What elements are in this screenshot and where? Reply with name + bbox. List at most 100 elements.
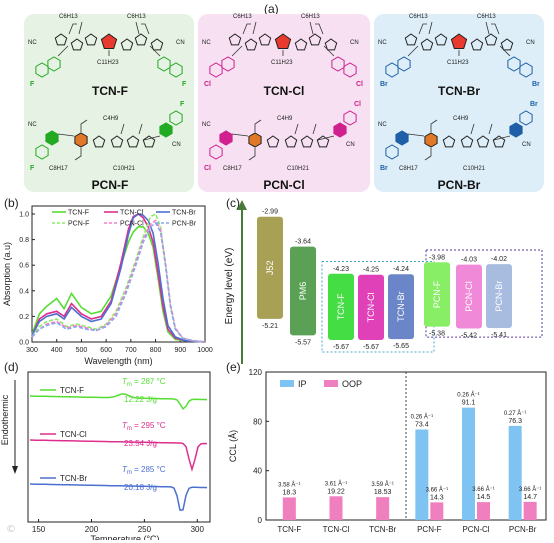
- energy-level-diagram: Energy level (eV) J52 -2.99 -5.21 PM6 -3.64 -5…: [224, 200, 543, 364]
- energy-bar-label: PCN-F: [432, 280, 442, 308]
- cyano-label: CN: [522, 142, 531, 148]
- end-group-ring-icon: [35, 62, 49, 78]
- melting-temp-label: Tm = 285 °C: [122, 465, 166, 476]
- end-group-ring-icon: [395, 130, 409, 146]
- thiophene-ring-icon: [134, 33, 148, 46]
- end-group-ring-icon: [209, 62, 223, 78]
- y-tick-label: 120: [249, 368, 263, 377]
- y-tick-label: 80: [253, 417, 262, 426]
- cyano-label: NC: [28, 40, 37, 46]
- d-spacing-label: 0.26 Å⁻¹: [411, 413, 434, 420]
- cyano-label: CN: [346, 142, 355, 148]
- x-axis-label: Temperature (°C): [90, 534, 159, 540]
- x-tick-label: 700: [125, 347, 137, 354]
- bar-oop-pcn-br: [523, 501, 537, 520]
- thiophene-ring-icon: [150, 38, 164, 51]
- panel-label-b: (b): [4, 196, 19, 210]
- x-tick-label: 400: [51, 347, 63, 354]
- thiophene-ring-icon: [470, 38, 484, 51]
- panel-label-a: (a): [264, 2, 279, 16]
- thiophene-ring-icon: [284, 135, 298, 148]
- energy-bar-label: TCN-F: [336, 293, 346, 320]
- bar-ip-pcn-br: [508, 425, 522, 520]
- halogen-label: F: [30, 165, 35, 172]
- molecule-structures: C6H13 C6H13 C11H23 NC CN F F C4H9 C8H17 C10H21 NC C…: [28, 14, 540, 172]
- molecule-name-pcn-f: PCN-F: [91, 178, 129, 192]
- energy-bar-label: TCN-Br: [396, 291, 406, 322]
- alkyl-label: C10H21: [113, 166, 136, 172]
- plot-frame: [31, 205, 206, 343]
- series-line-pcn-cl: [31, 219, 206, 343]
- cyano-label: CN: [526, 40, 535, 46]
- bar-ip-pcn-f: [415, 429, 429, 520]
- core-ring-icon: [100, 33, 118, 49]
- thiophene-ring-icon: [434, 33, 448, 46]
- dsc-curve-tcn-br: [29, 483, 208, 512]
- x-tick-label: 1000: [197, 347, 213, 354]
- alkyl-label: C11H23: [447, 60, 469, 66]
- thiophene-ring-icon: [258, 33, 272, 46]
- category-label: PCN-Br: [509, 525, 537, 534]
- y-tick-label: 0.2: [19, 314, 29, 321]
- y-tick-label: 0.8: [19, 237, 29, 244]
- bar-oop-pcn-f: [430, 502, 444, 520]
- panel-label-c: (c): [226, 196, 240, 210]
- y-tick-label: 0: [258, 516, 263, 525]
- energy-bar-pcn-f: [424, 262, 450, 327]
- end-group-ring-icon: [169, 110, 183, 126]
- alkyl-label: C10H21: [463, 166, 486, 172]
- thiophene-ring-icon: [54, 33, 68, 46]
- x-tick-label: 150: [32, 525, 46, 534]
- bar-value-label: 19.22: [327, 488, 345, 495]
- panel-label-e: (e): [226, 360, 241, 374]
- molecule-name-pcn-br: PCN-Br: [437, 178, 481, 192]
- energy-bar-tcn-cl: [358, 274, 384, 341]
- homo-label: -5.67: [363, 344, 379, 351]
- thiophene-ring-icon: [442, 135, 456, 148]
- homo-label: -5.42: [461, 333, 477, 340]
- homo-label: -5.65: [393, 343, 409, 350]
- halogen-label: Br: [530, 101, 538, 108]
- series-line-tcn-f: [31, 226, 206, 343]
- d-spacing-label: 3.66 Å⁻¹: [472, 486, 495, 493]
- thiophene-ring-icon: [110, 135, 124, 148]
- bar-value-label: 73.4: [415, 421, 429, 428]
- cyano-label: NC: [28, 122, 37, 128]
- legend-label: IP: [298, 379, 307, 389]
- thiophene-ring-icon: [476, 135, 490, 148]
- category-label: TCN-Cl: [323, 525, 350, 534]
- cyano-label: NC: [378, 122, 387, 128]
- lumo-label: -4.25: [363, 267, 379, 274]
- alkyl-label: C6H13: [477, 14, 496, 20]
- bar-value-label: 14.5: [477, 494, 491, 501]
- curve-label: TCN-F: [60, 386, 84, 395]
- cyano-label: NC: [378, 40, 387, 46]
- x-tick-label: 250: [138, 525, 152, 534]
- panel-label-d: (d): [4, 360, 19, 374]
- x-tick-label: 800: [150, 347, 162, 354]
- molecule-name-pcn-cl: PCN-Cl: [263, 178, 305, 192]
- legend-label: TCN-F: [68, 210, 89, 217]
- halogen-label: Br: [380, 81, 388, 88]
- legend-label: OOP: [342, 379, 362, 389]
- x-tick-label: 500: [76, 347, 88, 354]
- group-box-pcn: [425, 249, 543, 338]
- phenyl-core-icon: [74, 132, 88, 148]
- alkyl-label: C8H17: [223, 166, 242, 172]
- halogen-label: Cl: [354, 101, 361, 108]
- bond-icon: [57, 45, 161, 57]
- end-group-ring-icon: [507, 56, 521, 72]
- alkyl-label: C6H13: [233, 14, 252, 20]
- y-axis-label: Endothermic: [0, 394, 10, 445]
- thiophene-ring-icon: [120, 38, 134, 51]
- halogen-label: F: [182, 81, 187, 88]
- bar-value-label: 18.3: [283, 489, 297, 496]
- molecule-name-tcn-f: TCN-F: [92, 84, 128, 98]
- bond-icon: [407, 45, 511, 57]
- thiophene-ring-icon: [404, 33, 418, 46]
- end-group-ring-icon: [45, 130, 59, 146]
- thiophene-ring-icon: [126, 135, 140, 148]
- molecule-name-tcn-cl: TCN-Cl: [263, 84, 305, 98]
- halogen-label: Cl: [204, 165, 211, 172]
- bar-ip-pcn-cl: [462, 407, 475, 520]
